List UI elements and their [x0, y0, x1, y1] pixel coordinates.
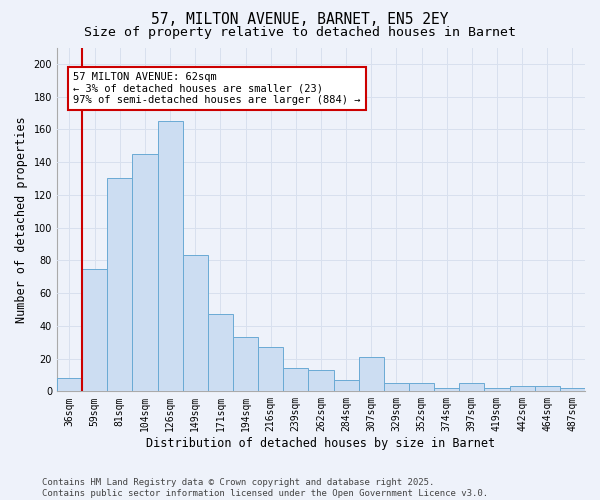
Bar	[283, 368, 308, 392]
Bar	[107, 178, 133, 392]
Bar	[182, 256, 208, 392]
Text: Size of property relative to detached houses in Barnet: Size of property relative to detached ho…	[84, 26, 516, 39]
Bar	[384, 383, 409, 392]
Bar	[535, 386, 560, 392]
Bar	[409, 383, 434, 392]
Bar	[133, 154, 158, 392]
Bar	[158, 121, 182, 392]
Bar	[208, 314, 233, 392]
Text: Contains HM Land Registry data © Crown copyright and database right 2025.
Contai: Contains HM Land Registry data © Crown c…	[42, 478, 488, 498]
Bar	[258, 347, 283, 392]
Bar	[57, 378, 82, 392]
Bar	[484, 388, 509, 392]
Bar	[82, 268, 107, 392]
Bar	[359, 357, 384, 392]
Text: 57 MILTON AVENUE: 62sqm
← 3% of detached houses are smaller (23)
97% of semi-det: 57 MILTON AVENUE: 62sqm ← 3% of detached…	[73, 72, 361, 106]
Bar	[434, 388, 459, 392]
X-axis label: Distribution of detached houses by size in Barnet: Distribution of detached houses by size …	[146, 437, 496, 450]
Y-axis label: Number of detached properties: Number of detached properties	[15, 116, 28, 322]
Bar	[459, 383, 484, 392]
Bar	[509, 386, 535, 392]
Text: 57, MILTON AVENUE, BARNET, EN5 2EY: 57, MILTON AVENUE, BARNET, EN5 2EY	[151, 12, 449, 28]
Bar	[308, 370, 334, 392]
Bar	[233, 338, 258, 392]
Bar	[334, 380, 359, 392]
Bar	[560, 388, 585, 392]
